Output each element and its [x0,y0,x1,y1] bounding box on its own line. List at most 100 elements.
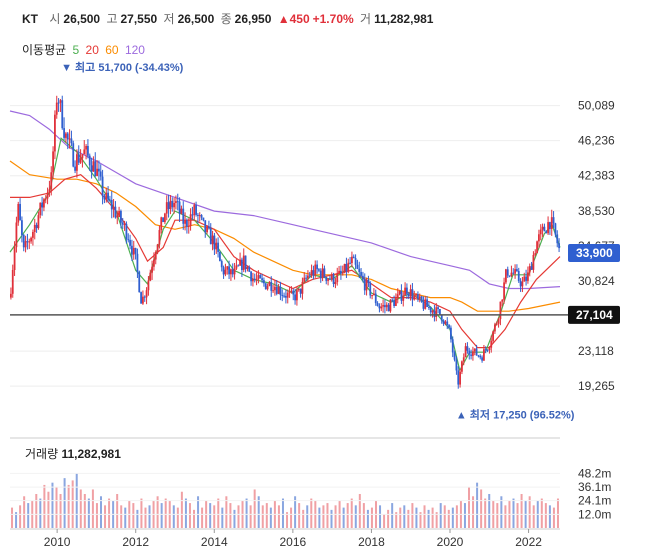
reference-price-label: 27,104 [576,308,613,322]
candle-body [510,272,513,277]
volume-bar [160,503,163,528]
volume-panel-label: 거래량 [25,447,59,461]
current-price-label: 33,900 [576,246,613,260]
candle-body [396,294,399,299]
candle-body [165,202,168,214]
current-price-tag [568,243,620,262]
volume-bar [362,503,365,528]
candle-body [393,300,395,306]
candle-body [41,202,43,208]
volume-bar [132,503,135,528]
ma-line-60 [9,160,561,312]
candle-body [198,215,201,217]
x-tick-label: 2022 [515,535,542,549]
candle-body [384,305,386,308]
candle-body [382,305,384,307]
candle-body [171,200,174,208]
candle-body [52,151,54,173]
ma-legend-5[interactable]: 5 [72,43,80,57]
volume-bar [184,498,187,528]
volume-bar [455,505,458,528]
volume-panel-title: 거래량 11,282,981 [25,445,121,462]
change-percent: +1.70% [312,12,354,26]
candle-body [143,296,146,298]
candle-body [61,100,64,129]
volume-bar [472,496,475,528]
volume-bar [439,503,442,528]
low-value: 26,500 [177,12,215,26]
candle-body [547,222,549,234]
candle-body [28,241,31,243]
volume-bar [415,507,418,528]
candle-body [362,275,364,280]
volume-bar [528,496,531,528]
volume-bar [63,478,66,528]
volume-bar [463,503,466,528]
price-tick-label: 38,530 [578,204,615,218]
candle-body [349,262,351,264]
candle-body [341,272,344,274]
volume-tick-label: 12.0m [578,507,611,521]
candle-body [182,208,185,224]
candle-body [299,288,302,294]
candle-body [428,306,430,308]
volume-bar [544,503,547,528]
candle-body [202,217,205,221]
moving-average-lines [9,110,561,373]
candle-body [215,242,218,250]
candle-body [237,265,240,267]
candle-body [76,154,78,171]
x-tick-label: 2020 [437,535,464,549]
candle-body [149,272,152,281]
ma-legend-20[interactable]: 20 [85,43,99,57]
candle-body [422,301,425,309]
candle-body [517,271,520,281]
low-annotation: ▲ 최저 17,250 (96.52%) [456,408,575,422]
candle-body [55,102,58,115]
volume-bar [532,505,535,528]
candle-body [132,247,135,255]
candle-body [193,205,196,216]
candle-body [521,281,524,287]
price-axis: 50,08946,23642,38338,53034,67730,82423,1… [578,99,615,394]
x-tick-label: 2014 [201,535,228,549]
candle-body [57,102,60,104]
candle-body [118,210,120,216]
volume-bar [47,491,50,528]
candle-body [462,357,465,362]
candle-body [272,290,274,292]
candle-body [472,351,474,356]
candle-body [187,226,190,228]
volume-bar [512,498,515,528]
candle-body [536,241,538,254]
candle-body [279,286,282,296]
volume-bar [95,503,98,528]
candle-body [44,198,47,200]
candle-body [121,222,124,225]
candle-body [147,280,150,291]
candle-body [88,155,91,166]
volume-bar [71,480,74,528]
volume-bar [253,489,256,528]
ma-legend-120[interactable]: 120 [124,43,145,57]
candle-body [107,192,109,200]
candle-body [160,217,163,231]
candle-body [233,268,236,275]
price-tick-label: 19,265 [578,379,615,393]
candle-body [208,226,210,229]
ma-legend-60[interactable]: 60 [105,43,119,57]
candle-body [184,220,186,224]
candle-body [180,208,183,214]
candle-body [347,262,350,272]
candle-body [140,292,142,304]
close-value: 26,950 [234,12,272,26]
candle-body [475,348,478,356]
candle-body [528,266,531,273]
candle-body [35,224,38,229]
candle-body [549,222,551,230]
candle-body [450,327,452,340]
candle-body [508,275,511,277]
volume-value: 11,282,981 [374,12,434,26]
candle-body [554,223,557,235]
